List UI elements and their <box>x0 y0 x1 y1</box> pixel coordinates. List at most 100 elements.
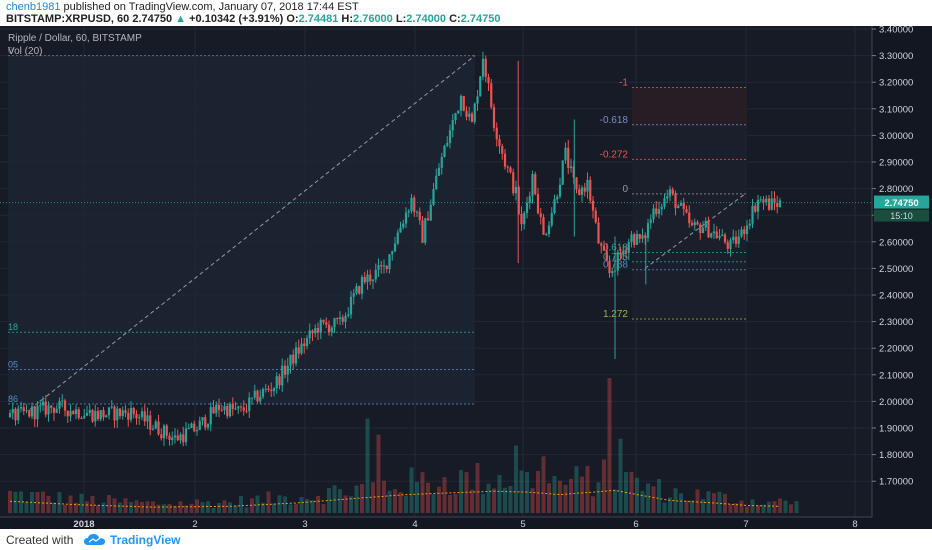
candle-body <box>382 265 386 267</box>
candle-body <box>589 179 592 201</box>
candle-body <box>751 205 754 224</box>
time-axis[interactable] <box>0 517 872 529</box>
candle-body <box>473 103 476 122</box>
candle-body <box>523 212 526 225</box>
candle-body <box>534 174 537 195</box>
candle-body <box>514 186 518 194</box>
price-axis[interactable] <box>872 26 932 529</box>
candle-body <box>399 227 402 233</box>
candle-body <box>641 235 644 239</box>
candle-body <box>267 388 270 390</box>
time-tick-label: 7 <box>743 519 748 529</box>
fib-zone-red <box>632 87 747 125</box>
price-tick-label: 3.30000 <box>879 51 913 62</box>
volume-bar <box>635 477 639 513</box>
candle-body <box>487 77 490 84</box>
candle-body <box>660 206 663 210</box>
candle-body <box>330 327 333 333</box>
candle-body <box>198 420 201 431</box>
volume-bar <box>668 497 672 513</box>
last-price: 2.74750 <box>132 13 173 25</box>
price-tick-label: 1.90000 <box>879 424 913 435</box>
candle-body <box>553 199 556 214</box>
candle-body <box>294 347 298 364</box>
candle-body <box>143 411 146 422</box>
candle-body <box>234 408 237 410</box>
candle-body <box>311 330 314 334</box>
candle-body <box>107 407 111 416</box>
candle-body <box>451 119 454 131</box>
volume-bar <box>596 482 601 513</box>
candle-body <box>14 408 17 421</box>
candle-body <box>506 166 509 168</box>
volume-bar <box>96 505 100 513</box>
candle-body <box>707 220 710 238</box>
volume-bar <box>211 508 216 513</box>
volume-bar <box>189 503 194 513</box>
volume-bar <box>294 504 298 513</box>
volume-bar <box>255 495 260 513</box>
candle-body <box>344 315 347 322</box>
candle-body <box>721 234 724 236</box>
candle-body <box>578 189 581 195</box>
price-tick-label: 2.10000 <box>879 370 913 381</box>
author-link[interactable]: chenb1981 <box>6 1 61 13</box>
price-chart[interactable]: 0180586-1-0.618-0.27200.6180.7050.7881.2… <box>0 26 932 529</box>
price-tick-label: 2.20000 <box>879 344 913 355</box>
candle-body <box>270 389 273 392</box>
candle-body <box>778 200 782 207</box>
candle-body <box>182 434 185 443</box>
candle-body <box>501 146 504 154</box>
candle-body <box>583 187 586 192</box>
candle-body <box>85 412 89 416</box>
volume-bar <box>140 501 144 513</box>
volume-bar <box>200 502 205 513</box>
candle-body <box>50 405 53 408</box>
candle-body <box>352 293 355 297</box>
volume-bar <box>244 507 249 513</box>
candle-body <box>699 224 702 234</box>
volume-bar <box>431 494 436 513</box>
candle-body <box>602 245 606 251</box>
volume-bar <box>233 505 238 513</box>
candle-body <box>715 231 718 239</box>
candle-body <box>569 166 573 168</box>
candle-body <box>567 147 570 168</box>
volume-bar <box>404 495 408 513</box>
candle-body <box>154 421 157 429</box>
fib-right-level-label: -0.618 <box>600 115 629 126</box>
price-tick-label: 1.70000 <box>879 477 913 488</box>
volume-bar <box>761 504 766 513</box>
candle-body <box>179 434 182 441</box>
high-value: 2.76000 <box>353 13 393 25</box>
candle-body <box>481 58 485 77</box>
created-with-text: Created with <box>6 533 74 547</box>
candle-body <box>539 213 542 218</box>
volume-bar <box>382 480 386 513</box>
candle-body <box>624 250 628 253</box>
candle-body <box>138 417 141 419</box>
candle-body <box>77 409 80 418</box>
price-tick-label: 2.60000 <box>879 237 913 248</box>
candle-body <box>776 202 779 207</box>
candle-body <box>305 338 309 347</box>
volume-bar <box>162 504 166 513</box>
volume-bar <box>536 470 540 513</box>
volume-bar <box>178 501 183 513</box>
volume-bar <box>778 498 782 513</box>
tradingview-link[interactable]: TradingView <box>110 533 181 547</box>
price-tick-label: 2.30000 <box>879 317 913 328</box>
volume-bar <box>305 499 309 513</box>
candle-body <box>116 408 119 421</box>
candle-body <box>459 95 463 111</box>
last-price-badge <box>874 195 929 209</box>
candle-body <box>734 236 738 244</box>
candle-body <box>272 388 276 392</box>
candle-body <box>528 196 531 203</box>
candle-body <box>723 234 727 243</box>
candle-body <box>608 260 611 274</box>
candle-body <box>297 347 300 354</box>
fib-right-level-label: -1 <box>619 78 628 89</box>
candle-body <box>674 193 677 209</box>
candle-body <box>325 322 328 325</box>
